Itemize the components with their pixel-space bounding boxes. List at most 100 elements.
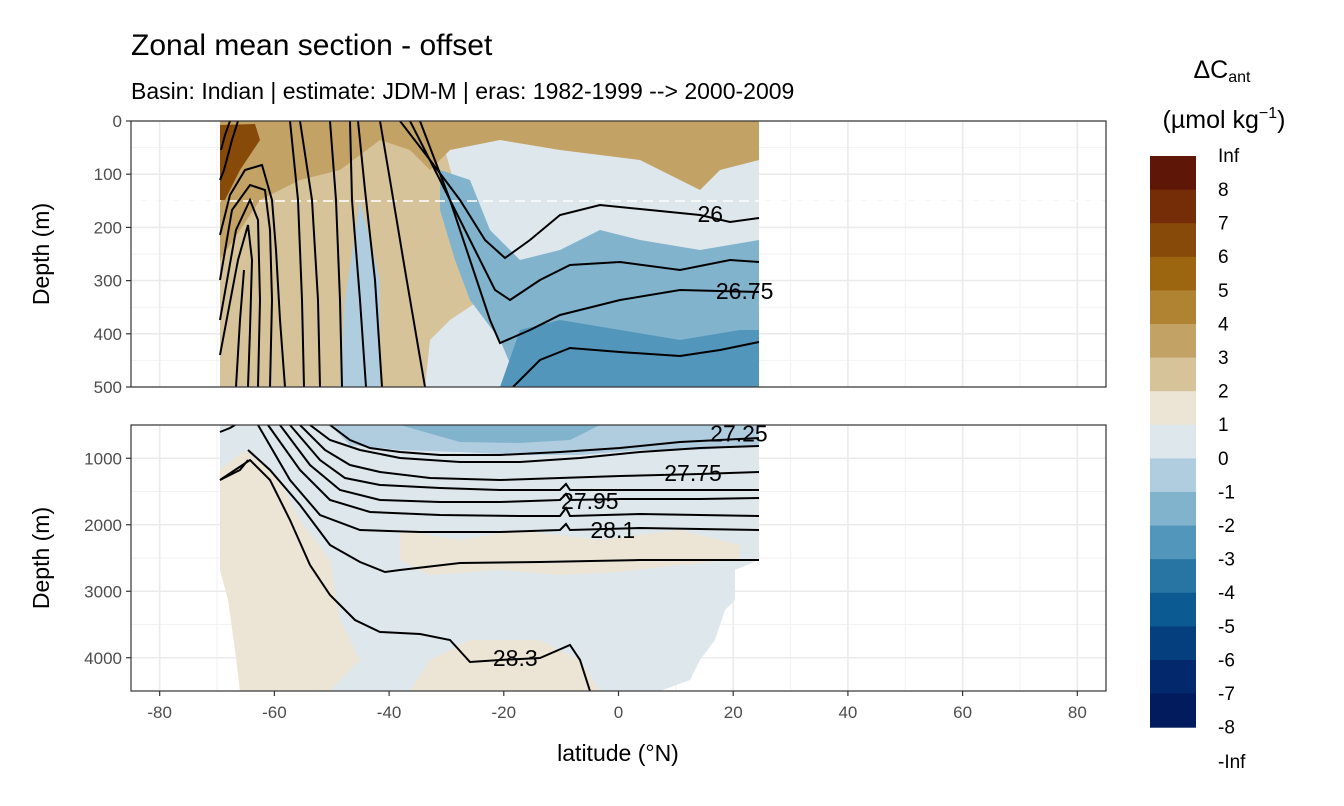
legend-label: -6 [1218, 650, 1235, 671]
isopycnal-upper-3 [219, 163, 286, 387]
y-tick-label: 0 [113, 112, 122, 131]
legend-color-swatch [1150, 559, 1196, 594]
y-tick-label: 400 [94, 325, 122, 344]
contour-label: 27.95 [561, 488, 619, 514]
y-axis-title-upper: Depth (m) [28, 203, 54, 305]
legend-title-sub: ant [1228, 69, 1251, 86]
field-band-strong-upper [220, 124, 260, 200]
contour-label: 27.25 [710, 421, 768, 447]
legend-color-swatch [1150, 324, 1196, 359]
legend-color-swatch [1150, 660, 1196, 695]
legend: ΔCant (µmol kg−1) Inf 8 7 6 5 4 3 2 1 0 -1 -2 -3 -4 -5… [1150, 56, 1285, 773]
isopycnal-lower-27-75 [289, 425, 759, 491]
legend-units-sup: −1 [1259, 105, 1277, 122]
contour-label: 26 [697, 201, 723, 227]
y-tick-label: 300 [94, 272, 122, 291]
legend-label: 4 [1218, 314, 1229, 335]
legend-label: 1 [1218, 415, 1229, 436]
legend-label: 2 [1218, 382, 1229, 403]
isopycnal-lower-28-3 [219, 458, 591, 691]
field-band-surface-upper [220, 121, 759, 260]
isopycnal-upper-8 [289, 121, 305, 387]
contour-label: 28.1 [590, 517, 635, 543]
panel-upper-y-axis: 0 100 200 300 400 500 [94, 112, 131, 397]
contour-label: 26.75 [716, 278, 774, 304]
isopycnal-upper-26-75 [419, 121, 760, 345]
legend-label: -1 [1218, 482, 1235, 503]
legend-label: Inf [1218, 146, 1240, 167]
legend-label: -3 [1218, 550, 1235, 571]
legend-label: -8 [1218, 718, 1235, 739]
isopycnal-lower-6 [247, 449, 759, 574]
isopycnal-upper-1 [220, 121, 231, 151]
y-axis-title-lower: Depth (m) [28, 507, 54, 609]
isopycnal-upper-11 [349, 121, 367, 387]
isopycnal-lower-4 [299, 425, 760, 482]
legend-title-main: ΔC [1193, 56, 1228, 84]
legend-label: 8 [1218, 180, 1229, 201]
legend-color-swatch [1150, 492, 1196, 527]
isopycnal-upper-13 [379, 121, 426, 387]
isopycnal-lower-27-95 [279, 425, 760, 503]
legend-color-swatch [1150, 592, 1196, 627]
isopycnal-lower-28-1 [257, 425, 760, 533]
x-tick-label: 80 [1068, 703, 1087, 722]
x-tick-label: 0 [614, 703, 623, 722]
y-tick-label: 500 [94, 378, 122, 397]
isopycnal-upper-27 [512, 341, 760, 387]
field-band-pos-lower-mid [400, 530, 740, 575]
legend-color-swatch [1150, 626, 1196, 661]
y-tick-label: 4000 [84, 649, 122, 668]
isopycnal-upper-4 [219, 183, 274, 387]
x-tick-label: 20 [724, 703, 743, 722]
isopycnal-upper-10 [329, 121, 343, 387]
legend-label: 0 [1218, 449, 1229, 470]
x-tick-label: -60 [262, 703, 287, 722]
legend-label: -5 [1218, 617, 1235, 638]
legend-label: 7 [1218, 214, 1229, 235]
legend-label: 3 [1218, 348, 1229, 369]
x-axis: -80 -60 -40 -20 0 20 40 60 80 [147, 691, 1087, 722]
panel-upper: 0 100 200 300 400 500 [94, 112, 1107, 397]
panel-lower-field [219, 425, 760, 691]
x-tick-label: -40 [377, 703, 402, 722]
legend-color-swatch [1150, 189, 1196, 224]
isopycnal-lower-1 [219, 425, 236, 433]
legend-color-swatch [1150, 256, 1196, 291]
legend-color-swatch [1150, 458, 1196, 493]
legend-color-swatch [1150, 424, 1196, 459]
chart-subtitle: Basin: Indian | estimate: JDM-M | eras: … [131, 78, 794, 104]
x-tick-label: 40 [838, 703, 857, 722]
isopycnal-upper-26b [409, 121, 760, 302]
y-tick-label: 3000 [84, 582, 122, 601]
isopycnal-upper-26 [399, 121, 760, 260]
x-axis-title: latitude (°N) [557, 740, 679, 766]
legend-color-swatch [1150, 357, 1196, 392]
isopycnal-lower-27-25 [309, 425, 760, 463]
isopycnal-lower-5 [267, 425, 760, 518]
legend-label: 6 [1218, 247, 1229, 268]
contour-label: 28.3 [493, 645, 538, 671]
x-tick-label: -20 [492, 703, 517, 722]
field-band-neg-lower-strong [400, 425, 600, 443]
legend-color-swatch [1150, 223, 1196, 258]
legend-color-swatch [1150, 156, 1196, 191]
legend-label: -7 [1218, 684, 1235, 705]
legend-color-swatch [1150, 290, 1196, 325]
field-band-pos-lower [220, 450, 360, 691]
legend-label: 5 [1218, 281, 1229, 302]
contour-label: 27.75 [664, 460, 722, 486]
legend-color-swatch [1150, 525, 1196, 560]
panel-lower-y-axis: 1000 2000 3000 4000 [84, 449, 131, 668]
isopycnal-upper-12 [357, 121, 383, 387]
legend-color-swatch [1150, 693, 1196, 728]
isopycnal-lower-3 [329, 425, 760, 456]
legend-color-swatch [1150, 391, 1196, 426]
chart-title: Zonal mean section - offset [131, 29, 493, 62]
x-tick-label: -80 [147, 703, 172, 722]
isopycnal-upper-6 [219, 224, 254, 387]
contour-labels: 26 26.75 27.25 27.75 27.95 28.1 28.3 [493, 201, 774, 671]
isopycnal-upper-2 [219, 121, 239, 181]
legend-units-prefix: (µmol kg [1163, 106, 1259, 134]
